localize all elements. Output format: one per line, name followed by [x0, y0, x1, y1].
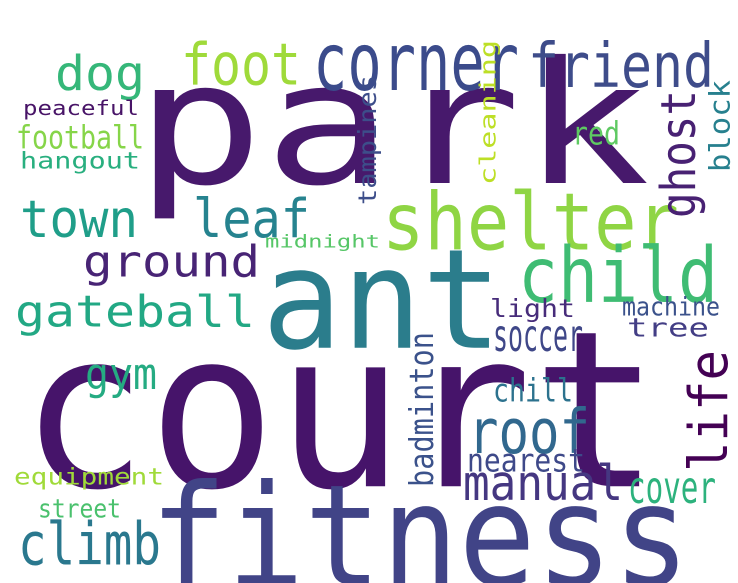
word-midnight: midnight [265, 232, 380, 253]
word-life: life [677, 350, 738, 472]
word-chill: chill [493, 372, 573, 410]
word-ant: ant [262, 219, 502, 381]
word-court: court [20, 285, 660, 538]
word-town: town [20, 190, 138, 250]
word-gateball: gateball [15, 287, 255, 338]
word-hangout: hangout [20, 149, 140, 175]
word-shelter: shelter [382, 175, 679, 268]
word-soccer: soccer [493, 310, 583, 362]
word-park: park [135, 26, 650, 224]
word-ghost: ghost [651, 90, 707, 218]
word-cover: cover [628, 462, 716, 514]
word-badminton: badminton [402, 332, 441, 487]
word-leaf: leaf [193, 187, 310, 250]
word-machine: machine [622, 293, 720, 323]
word-football: football [16, 119, 144, 157]
word-corner: corner [313, 15, 519, 109]
word-ground: ground [83, 237, 260, 288]
word-dog: dog [55, 46, 145, 102]
word-peaceful: peaceful [23, 96, 139, 120]
word-fitness: fitness [150, 455, 690, 583]
word-foot: foot [181, 30, 301, 98]
word-light: light [490, 294, 575, 323]
word-red: red [572, 115, 620, 153]
word-block: block [703, 80, 736, 172]
word-tree: tree [627, 314, 709, 344]
word-nearest: nearest [467, 442, 585, 480]
word-gym: gym [85, 350, 157, 400]
word-tampines: tampines [353, 75, 382, 205]
word-child: child [518, 232, 718, 321]
word-manual: manual [463, 456, 623, 512]
word-friend: friend [528, 30, 714, 102]
word-street: street [38, 495, 121, 525]
word-cleaning: cleaning [477, 40, 502, 185]
word-climb: climb [18, 509, 161, 578]
word-equipment: equipment [14, 465, 164, 491]
word-roof: roof [468, 396, 590, 468]
